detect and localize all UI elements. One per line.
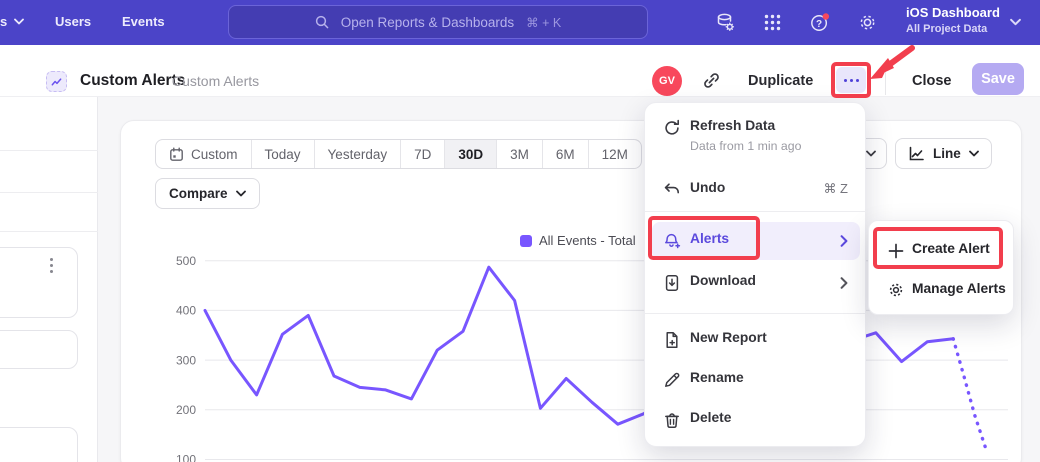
line-chart-icon (909, 146, 924, 160)
refresh-icon (665, 119, 679, 135)
chevron-down-icon (1010, 18, 1021, 26)
header-divider (885, 66, 886, 95)
chevron-down-icon (235, 190, 246, 197)
project-subtitle: All Project Data (906, 23, 988, 35)
menu-item-label: Refresh Data (690, 118, 776, 133)
chevron-down-icon (14, 18, 25, 25)
nav-truncated-label: s (0, 14, 8, 29)
legend-swatch (520, 234, 532, 247)
submenu-item-label: Create Alert (912, 241, 990, 256)
chevron-down-icon (866, 150, 876, 157)
search-shortcut: ⌘ + K (526, 15, 562, 30)
menu-item-label: Delete (690, 410, 732, 425)
menu-divider (645, 211, 867, 212)
sidebar-divider (0, 231, 98, 232)
page-title: Custom Alerts (80, 72, 186, 89)
gear-icon (889, 283, 903, 297)
range-6m[interactable]: 6M (543, 140, 589, 168)
chart-type-label: Line (933, 146, 961, 161)
sidebar-divider (0, 192, 98, 193)
duplicate-button[interactable]: Duplicate (748, 73, 814, 89)
download-icon (665, 275, 679, 291)
menu-item-shortcut: ⌘ Z (823, 181, 848, 196)
svg-text:?: ? (816, 19, 822, 30)
date-range-control: Custom Today Yesterday 7D 30D 3M 6M 12M (155, 139, 642, 169)
calendar-icon (170, 147, 183, 161)
apps-grid-icon[interactable] (762, 12, 783, 33)
nav-item-users[interactable]: Users (55, 14, 92, 29)
more-options-menu: Refresh Data Data from 1 min ago Undo ⌘ … (644, 102, 867, 447)
menu-item-label: Undo (690, 180, 726, 195)
range-12m[interactable]: 12M (601, 146, 628, 162)
avatar[interactable]: GV (652, 66, 682, 96)
search-placeholder: Open Reports & Dashboards (340, 14, 515, 30)
share-link-icon[interactable] (702, 71, 721, 90)
settings-gear-icon[interactable] (857, 12, 878, 33)
chart-legend: All Events - Total (520, 233, 636, 248)
report-header: Custom Alerts Custom Alerts GV Duplicate… (0, 45, 1040, 97)
submenu-item-label: Manage Alerts (912, 281, 1006, 296)
range-3m[interactable]: 3M (497, 140, 543, 168)
left-sidebar (0, 97, 98, 462)
search-input[interactable]: Open Reports & Dashboards ⌘ + K (228, 5, 648, 39)
sidebar-panel-card[interactable] (0, 427, 78, 462)
nav-item-truncated[interactable]: s (0, 14, 25, 29)
project-name: iOS Dashboard (906, 5, 1000, 20)
range-today[interactable]: Today (252, 140, 315, 168)
range-yesterday[interactable]: Yesterday (315, 140, 402, 168)
menu-divider (645, 313, 867, 314)
sidebar-panel-card[interactable] (0, 247, 78, 318)
alerts-submenu: Create Alert Manage Alerts (868, 220, 1014, 315)
range-label: Custom (191, 146, 238, 162)
top-navigation-bar: s Users Events Open Reports & Dashboards… (0, 0, 1040, 45)
chevron-right-icon (840, 277, 848, 289)
chevron-down-icon (968, 150, 979, 157)
close-button[interactable]: Close (912, 73, 952, 89)
plus-icon (888, 243, 904, 259)
chart-type-button[interactable]: Line (895, 138, 992, 169)
menu-item-label: Rename (690, 370, 744, 385)
range-custom[interactable]: Custom (156, 140, 252, 168)
compare-button[interactable]: Compare (155, 178, 260, 209)
breadcrumb: Custom Alerts (172, 73, 260, 89)
sidebar-divider (0, 150, 98, 151)
sidebar-panel-card[interactable] (0, 330, 78, 369)
compare-label: Compare (169, 186, 228, 201)
undo-icon (664, 183, 679, 194)
kebab-menu-icon[interactable] (50, 258, 53, 273)
range-7d[interactable]: 7D (401, 140, 446, 168)
help-icon[interactable]: ? (810, 12, 831, 33)
bell-plus-icon (665, 233, 681, 249)
project-switcher[interactable]: iOS Dashboard All Project Data (906, 5, 1006, 35)
menu-item-sublabel: Data from 1 min ago (690, 139, 802, 153)
menu-item-label: Download (690, 273, 756, 288)
trash-icon (665, 413, 679, 428)
save-button[interactable]: Save (972, 63, 1024, 95)
menu-item-alerts[interactable] (652, 222, 860, 260)
new-report-icon (666, 332, 678, 348)
pencil-icon (665, 372, 680, 387)
chevron-right-icon (840, 235, 848, 247)
notification-dot (822, 13, 830, 20)
report-icon (46, 71, 67, 92)
legend-label: All Events - Total (539, 233, 636, 248)
more-options-button[interactable] (836, 67, 866, 93)
range-30d-selected[interactable]: 30D (445, 140, 498, 168)
menu-item-label: New Report (690, 330, 767, 345)
menu-item-label: Alerts (690, 231, 730, 246)
nav-item-events[interactable]: Events (122, 14, 165, 29)
search-icon (315, 15, 329, 29)
data-icon[interactable] (715, 12, 736, 33)
